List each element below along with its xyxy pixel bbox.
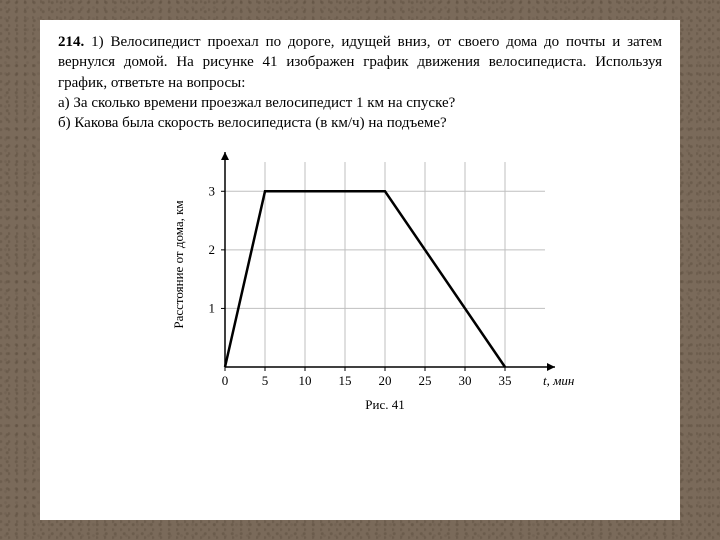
svg-text:5: 5 <box>262 373 269 388</box>
svg-text:Рис. 41: Рис. 41 <box>365 397 404 412</box>
question-a: а) За сколько времени проезжал велосипед… <box>58 95 455 111</box>
problem-text: 214. 1) Велосипедист проехал по дороге, … <box>58 32 662 133</box>
question-b: б) Какова была скорость велосипедиста (в… <box>58 115 447 131</box>
svg-text:30: 30 <box>459 373 472 388</box>
svg-text:15: 15 <box>339 373 352 388</box>
svg-text:0: 0 <box>222 373 229 388</box>
svg-text:20: 20 <box>379 373 392 388</box>
svg-text:t, мин: t, мин <box>543 373 574 388</box>
problem-intro: 1) Велосипедист проехал по дороге, идуще… <box>58 34 662 91</box>
svg-text:3: 3 <box>209 184 216 199</box>
problem-number: 214. <box>58 34 84 50</box>
svg-text:10: 10 <box>299 373 312 388</box>
svg-text:35: 35 <box>499 373 512 388</box>
distance-time-chart: 0 5 10 15 20 25 30 35 1 2 3 t, мин Расстояние от дом… <box>145 147 575 417</box>
svg-text:2: 2 <box>209 242 216 257</box>
page: 214. 1) Велосипедист проехал по дороге, … <box>40 20 680 520</box>
svg-text:Расстояние от дома, км: Расстояние от дома, км <box>171 201 186 329</box>
chart-container: 0 5 10 15 20 25 30 35 1 2 3 t, мин Расстояние от дом… <box>58 147 662 417</box>
svg-text:1: 1 <box>209 301 216 316</box>
svg-text:25: 25 <box>419 373 432 388</box>
